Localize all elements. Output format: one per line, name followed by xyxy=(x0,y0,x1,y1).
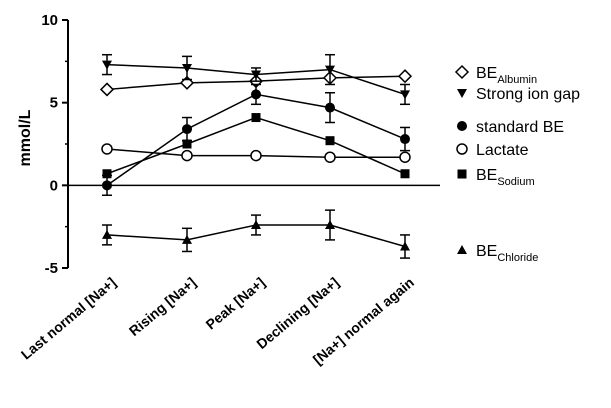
legend-label-sub: Chloride xyxy=(497,252,538,264)
legend-label-lactate: Lactate xyxy=(476,142,529,159)
series-standard_be xyxy=(102,83,410,197)
legend-label-main: BE xyxy=(476,243,497,260)
data-point-lactate xyxy=(101,143,113,155)
y-tick-label: 10 xyxy=(41,12,58,29)
legend-entry-sodium: BESodium xyxy=(457,167,535,188)
series-line-sodium xyxy=(106,116,406,175)
data-point-albumin xyxy=(99,82,115,97)
legend-entry-strong_ion_gap: Strong ion gap xyxy=(457,86,580,103)
x-tick-label: Peak [Na+] xyxy=(203,274,268,333)
data-point-sodium xyxy=(400,169,410,179)
legend-marker-standard_be xyxy=(457,121,467,131)
legend-label-main: Lactate xyxy=(476,142,529,159)
data-point-strong_ion_gap xyxy=(400,90,410,100)
series-line-standard_be xyxy=(106,93,406,186)
data-point-standard_be xyxy=(182,124,192,135)
data-point-chloride xyxy=(400,241,410,251)
legend-label-sub: Sodium xyxy=(497,176,534,188)
data-point-chloride xyxy=(102,229,112,239)
data-point-strong_ion_gap xyxy=(102,60,112,70)
series-sodium xyxy=(102,113,410,179)
y-tick-label: -5 xyxy=(45,260,58,277)
y-tick-label: 5 xyxy=(50,95,58,112)
data-point-strong_ion_gap xyxy=(325,65,335,75)
legend-entry-lactate: Lactate xyxy=(456,142,529,159)
data-point-sodium xyxy=(325,136,335,146)
legend-entry-albumin: BEAlbumin xyxy=(454,64,537,86)
legend-label-main: Strong ion gap xyxy=(476,86,580,103)
data-point-standard_be xyxy=(325,102,335,113)
legend-label-chloride: BEChloride xyxy=(476,243,538,264)
legend-marker-chloride xyxy=(457,245,467,254)
data-point-sodium xyxy=(251,113,261,123)
x-tick-label: Last normal [Na+] xyxy=(18,274,119,363)
legend-label-sodium: BESodium xyxy=(476,167,535,188)
legend-marker-strong_ion_gap xyxy=(457,89,467,98)
series-strong_ion_gap xyxy=(102,53,410,106)
legend-label-sub: Albumin xyxy=(497,74,537,86)
legend-entry-chloride: BEChloride xyxy=(457,243,538,264)
data-point-strong_ion_gap xyxy=(182,63,192,73)
legend-label-standard_be: standard BE xyxy=(476,119,564,136)
legend-label-strong_ion_gap: Strong ion gap xyxy=(476,86,580,103)
series-layer xyxy=(99,53,413,259)
legend-marker-sodium xyxy=(457,169,467,179)
data-point-strong_ion_gap xyxy=(251,70,261,80)
data-point-chloride xyxy=(325,220,335,230)
y-axis-label: mmol/L xyxy=(17,109,34,166)
data-point-sodium xyxy=(102,169,112,179)
legend-entry-standard_be: standard BE xyxy=(457,119,564,136)
x-tick-label: Rising [Na+] xyxy=(126,274,199,339)
data-point-sodium xyxy=(182,139,192,149)
data-point-lactate xyxy=(324,151,336,163)
data-point-standard_be xyxy=(102,180,112,191)
legend-marker-albumin xyxy=(454,64,470,80)
data-point-standard_be xyxy=(400,134,410,145)
data-point-lactate xyxy=(250,149,262,162)
series-lactate xyxy=(101,143,411,163)
data-point-lactate xyxy=(181,149,193,162)
data-point-standard_be xyxy=(251,89,261,100)
legend-label-albumin: BEAlbumin xyxy=(476,65,537,86)
legend-label-main: BE xyxy=(476,167,497,184)
legend-marker-lactate xyxy=(456,143,468,155)
legend-label-main: BE xyxy=(476,65,497,82)
axes: 10 5 0 -5 mmol/L Last normal [Na+] Rising [Na+… xyxy=(17,12,440,368)
series-chloride xyxy=(102,209,410,259)
data-point-albumin xyxy=(397,69,413,84)
data-point-lactate xyxy=(399,151,411,163)
data-point-chloride xyxy=(251,220,261,230)
legend-label-main: standard BE xyxy=(476,119,564,136)
data-point-chloride xyxy=(182,234,192,244)
y-tick-label: 0 xyxy=(50,177,58,194)
